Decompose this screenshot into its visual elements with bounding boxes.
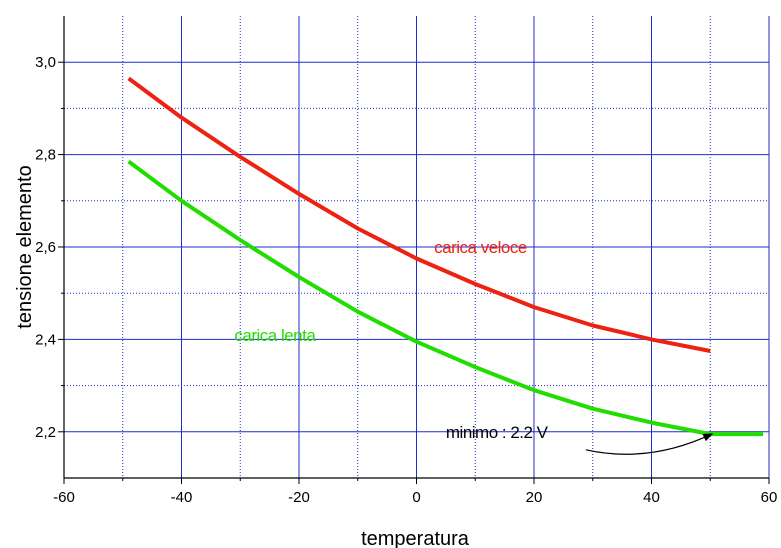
- series-line-carica-veloce: [127, 76, 711, 353]
- x-tick-label: -20: [288, 489, 310, 506]
- x-axis-title: temperatura: [361, 528, 470, 548]
- series-lines: [127, 76, 764, 437]
- series-line-carica-lenta: [127, 159, 764, 437]
- y-tick-label: 2,6: [35, 239, 56, 256]
- ticks: -60 -40 -20 0 20 40 60 2,2 2,4 2,6 2,8 3,0: [35, 54, 777, 506]
- series-label: carica lenta: [234, 326, 316, 345]
- x-tick-label: 0: [412, 489, 420, 506]
- x-tick-label: -60: [53, 489, 75, 506]
- x-tick-label: 60: [761, 489, 778, 506]
- y-tick-label: 3,0: [35, 54, 56, 71]
- x-tick-label: 20: [526, 489, 543, 506]
- y-axis-title: tensione elemento: [14, 165, 36, 328]
- y-tick-label: 2,4: [35, 331, 56, 348]
- series-label: carica veloce: [434, 238, 527, 257]
- x-tick-label: 40: [643, 489, 660, 506]
- y-tick-label: 2,2: [35, 424, 56, 441]
- y-tick-label: 2,8: [35, 147, 56, 164]
- annotations: carica veloce carica lenta minimo : 2.2 V: [234, 238, 714, 455]
- grid: [64, 16, 770, 478]
- minimum-annotation-label: minimo : 2.2 V: [446, 423, 549, 442]
- x-tick-label: -40: [171, 489, 193, 506]
- minimum-annotation-arrow: [585, 433, 714, 455]
